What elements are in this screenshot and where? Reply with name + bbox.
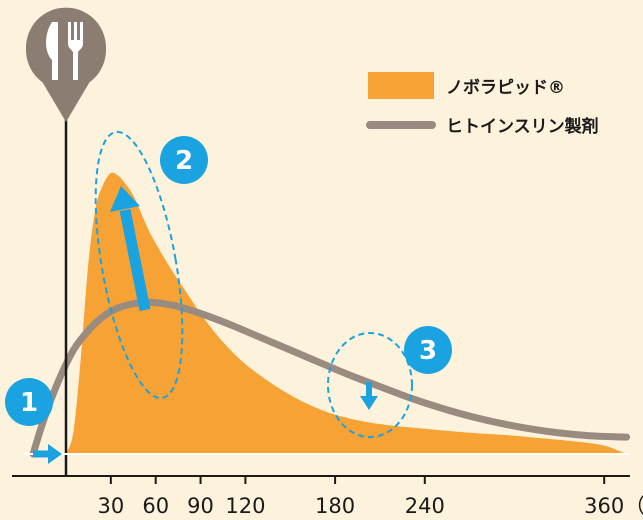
- knife-glyph: [46, 22, 58, 80]
- annotation-badge-label-2: 2: [175, 146, 193, 176]
- rise-arrow-head: [110, 186, 140, 212]
- x-tick-label: 120: [225, 494, 265, 518]
- x-tick-label: 360: [584, 494, 624, 518]
- x-tick-label: 90: [187, 494, 214, 518]
- pin-head: [26, 10, 106, 90]
- annotation-badge-label-1: 1: [20, 388, 38, 418]
- annotation-badge-1: [5, 378, 53, 426]
- fork-tine: [68, 22, 71, 40]
- annotation-badge-label-3: 3: [419, 336, 437, 366]
- fork-tine: [80, 22, 83, 40]
- x-tick-label: 30: [97, 494, 124, 518]
- onset-arrow-head: [48, 444, 62, 464]
- highlight-ellipse-peak: [94, 130, 184, 400]
- annotation-badge-3: [404, 326, 452, 374]
- fork-handle: [68, 40, 83, 80]
- x-tick-label: 180: [315, 494, 355, 518]
- highlight-ellipse-tail: [327, 332, 413, 438]
- x-unit-label: （分）: [624, 494, 643, 518]
- x-tick-label: 240: [405, 494, 445, 518]
- fall-arrow-head: [360, 396, 378, 410]
- legend-label-human-insulin: ヒトインスリン製剤: [446, 116, 599, 137]
- novorapid-area: [66, 172, 627, 455]
- legend-swatch-novorapid: [368, 72, 434, 99]
- annotation-badge-2: [160, 136, 208, 184]
- x-tick-label: 60: [142, 494, 169, 518]
- legend-label-novorapid: ノボラピッド®: [446, 78, 565, 98]
- fork-knife-icon: [25, 7, 106, 122]
- rise-arrow-shaft: [119, 208, 151, 312]
- fork-tine: [74, 22, 77, 40]
- human-insulin-line: [29, 298, 631, 458]
